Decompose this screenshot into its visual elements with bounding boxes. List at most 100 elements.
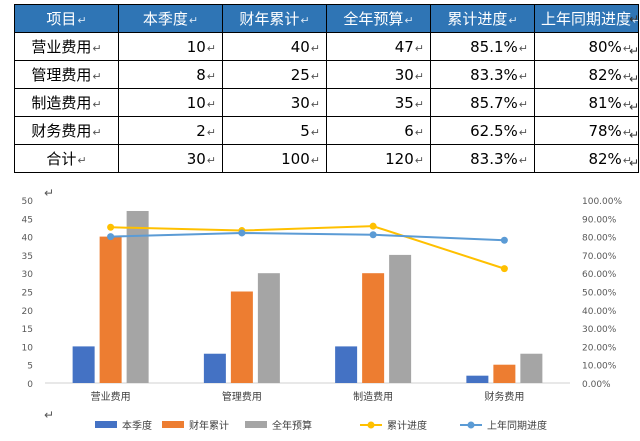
paragraph-mark: ↵ xyxy=(188,14,199,27)
row-end-mark: ↵ xyxy=(629,128,640,142)
row-end-mark: ↵ xyxy=(629,72,640,86)
paragraph-mark: ↵ xyxy=(44,408,55,422)
cell-value: 合计 xyxy=(46,150,77,168)
row-label-cell: 营业费用↵ xyxy=(14,32,119,61)
table-cell: 85.1%↵ xyxy=(430,32,535,61)
table-cell: 30↵ xyxy=(118,144,223,173)
cell-value: 100 xyxy=(281,149,310,168)
bar-财年累计 xyxy=(362,273,385,383)
paragraph-mark: ↵ xyxy=(44,186,55,200)
cell-value: 6 xyxy=(404,121,414,140)
legend-marker xyxy=(467,421,475,429)
cell-value: 81% xyxy=(588,93,622,112)
column-header: 累计进度↵ xyxy=(430,4,535,33)
legend-swatch xyxy=(245,421,267,428)
table-row: 财务费用↵ 2↵ 5↵ 6↵ 62.5%↵ 78%↵ xyxy=(14,116,639,145)
point-累计进度 xyxy=(500,265,508,273)
legend-swatch xyxy=(162,421,184,428)
paragraph-mark: ↵ xyxy=(310,153,320,167)
cell-value: 10 xyxy=(186,93,206,112)
cell-value: 35 xyxy=(394,93,414,112)
cell-value: 47 xyxy=(394,37,414,56)
bar-本季度 xyxy=(72,346,95,383)
column-header-label: 项目 xyxy=(46,10,77,28)
y-left-tick-label: 45 xyxy=(22,215,33,225)
y-axis-right: 0.00% 10.00% 20.00% 30.00% 40.00% 50.00% 60.00… xyxy=(582,197,622,390)
table-cell: 83.3%↵ xyxy=(430,144,535,173)
paragraph-mark: ↵ xyxy=(310,69,320,83)
y-right-tick-label: 60.00% xyxy=(582,270,617,280)
point-上年同期进度 xyxy=(369,231,377,239)
legend-label: 上年同期进度 xyxy=(487,419,547,432)
paragraph-mark: ↵ xyxy=(77,14,87,27)
bar-本季度 xyxy=(335,346,358,383)
paragraph-mark: ↵ xyxy=(518,69,528,83)
bar-财年累计 xyxy=(493,364,516,383)
table-cell: 25↵ xyxy=(222,60,327,89)
table-cell: 5↵ xyxy=(222,116,327,145)
table-cell: 80%↵ xyxy=(534,32,639,61)
bar-财年累计 xyxy=(230,291,253,383)
x-tick-label: 财务费用 xyxy=(484,390,524,403)
paragraph-mark: ↵ xyxy=(622,97,632,111)
y-left-tick-label: 20 xyxy=(22,307,34,317)
row-label-cell: 合计↵ xyxy=(14,144,119,173)
x-tick-label: 管理费用 xyxy=(222,390,262,403)
paragraph-mark: ↵ xyxy=(414,97,424,111)
column-header: 全年预算↵ xyxy=(326,4,431,33)
cell-value: 30 xyxy=(394,65,414,84)
row-end-mark: ↵ xyxy=(629,12,640,26)
cell-value: 5 xyxy=(300,121,310,140)
y-left-tick-label: 40 xyxy=(22,234,34,244)
cell-value: 财务费用 xyxy=(31,122,92,140)
column-header-label: 本季度 xyxy=(142,10,188,28)
paragraph-mark: ↵ xyxy=(300,14,310,27)
paragraph-mark: ↵ xyxy=(206,41,216,55)
table-cell: 35↵ xyxy=(326,88,431,117)
column-header: 财年累计↵ xyxy=(222,4,327,33)
row-end-mark: ↵ xyxy=(629,156,640,170)
paragraph-mark: ↵ xyxy=(92,42,102,55)
bar-全年预算 xyxy=(257,273,280,383)
paragraph-mark: ↵ xyxy=(404,14,414,27)
line-上年同期进度 xyxy=(110,231,505,242)
y-right-tick-label: 30.00% xyxy=(582,325,617,335)
table-cell: 40↵ xyxy=(222,32,327,61)
table-cell: 82% ↵ xyxy=(534,144,639,173)
paragraph-mark: ↵ xyxy=(632,14,637,27)
cell-value: 8 xyxy=(196,65,206,84)
line-累计进度 xyxy=(110,225,505,270)
cell-value: 30 xyxy=(290,93,310,112)
paragraph-mark: ↵ xyxy=(92,98,102,111)
y-right-tick-label: 100.00% xyxy=(582,197,622,207)
cell-value: 82% xyxy=(588,65,622,84)
paragraph-mark: ↵ xyxy=(92,70,102,83)
y-right-tick-label: 70.00% xyxy=(582,252,617,262)
cell-value: 83.3% xyxy=(470,65,518,84)
paragraph-mark: ↵ xyxy=(310,125,320,139)
paragraph-mark: ↵ xyxy=(310,41,320,55)
table-cell: 82% ↵ xyxy=(534,60,639,89)
paragraph-mark: ↵ xyxy=(310,97,320,111)
y-left-tick-label: 25 xyxy=(22,289,33,299)
paragraph-mark: ↵ xyxy=(206,125,216,139)
table-cell: 85.7%↵ xyxy=(430,88,535,117)
cell-value: 82% xyxy=(588,149,622,168)
table-body: 营业费用↵ 10↵ 40↵ 47↵ 85.1%↵ 80%↵ 管理费用↵ 8↵ 25↵ 30↵ 83.… xyxy=(14,32,639,173)
column-header: 项目↵ xyxy=(14,4,119,33)
paragraph-mark: ↵ xyxy=(508,14,518,27)
y-left-tick-label: 50 xyxy=(22,197,34,207)
row-end-mark: ↵ xyxy=(629,100,640,114)
legend-swatch xyxy=(95,421,117,428)
lines-group xyxy=(107,222,508,273)
y-left-tick-label: 10 xyxy=(22,343,34,353)
bar-全年预算 xyxy=(126,210,149,383)
cell-value: 78% xyxy=(588,121,622,140)
table-row: 营业费用↵ 10↵ 40↵ 47↵ 85.1%↵ 80%↵ xyxy=(14,32,639,61)
table-cell: 100↵ xyxy=(222,144,327,173)
point-上年同期进度 xyxy=(107,233,115,241)
legend-marker xyxy=(367,421,375,429)
y-right-tick-label: 10.00% xyxy=(582,362,617,372)
bars-group xyxy=(72,210,543,383)
